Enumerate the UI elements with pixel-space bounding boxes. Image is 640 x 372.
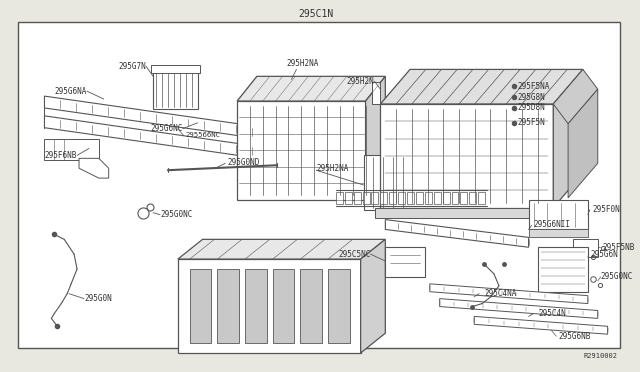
Polygon shape [554,70,598,124]
Bar [363,192,369,204]
Text: 295G0N: 295G0N [84,294,112,303]
Bar [328,269,349,343]
Bar [245,269,267,343]
Text: 295C4N: 295C4N [538,309,566,318]
Bar [443,192,449,204]
Text: 295G0NC: 295G0NC [601,272,633,281]
Bar [434,192,441,204]
Text: 295F6NB: 295F6NB [45,151,77,160]
Polygon shape [440,299,598,318]
Text: 295F5NB: 295F5NB [603,243,635,252]
Bar [398,192,405,204]
Bar [151,65,200,73]
Polygon shape [365,76,385,200]
Bar [372,82,380,104]
Bar [153,71,198,109]
Text: 295G6NII: 295G6NII [534,220,570,229]
Bar [44,139,99,160]
Bar [529,200,588,230]
Polygon shape [44,96,252,138]
Bar [371,192,378,204]
Bar [385,247,425,277]
Text: R2910002: R2910002 [584,353,618,359]
Text: 295G6N: 295G6N [591,250,619,259]
Text: 295F5NA: 295F5NA [518,82,550,91]
Bar [389,192,396,204]
Bar [336,192,343,204]
Text: 295D8N: 295D8N [518,103,545,112]
Polygon shape [380,104,554,208]
Polygon shape [237,76,385,101]
Bar [478,192,485,204]
Bar [273,269,294,343]
Polygon shape [178,239,385,259]
Text: 295C1N: 295C1N [298,9,334,19]
Bar [451,192,458,204]
Text: 295G6NB: 295G6NB [558,332,591,341]
Polygon shape [380,70,583,104]
Text: 295G7N: 295G7N [118,62,146,71]
Polygon shape [474,317,607,334]
Text: 295H2NA: 295H2NA [316,164,349,173]
Bar [538,247,588,292]
Bar [364,155,403,210]
Bar [573,239,598,257]
Polygon shape [568,89,598,198]
Text: 295G6NC: 295G6NC [150,124,183,133]
Bar [529,230,588,237]
Text: 295G0ND: 295G0ND [227,158,260,167]
Text: 295F0N: 295F0N [593,205,621,214]
Bar [218,269,239,343]
Bar [407,192,414,204]
Bar [18,22,620,348]
Polygon shape [430,284,588,304]
Bar [380,192,387,204]
Polygon shape [237,101,365,200]
Text: 295C4NA: 295C4NA [484,289,516,298]
Polygon shape [385,219,529,247]
Polygon shape [360,239,385,353]
Bar [425,192,432,204]
Polygon shape [79,158,109,178]
Polygon shape [44,116,252,157]
Polygon shape [554,70,583,208]
Polygon shape [178,259,360,353]
Bar [460,192,467,204]
Bar [189,269,211,343]
Bar [469,192,476,204]
Text: 295566NC: 295566NC [186,132,221,138]
Text: 295F5N: 295F5N [518,118,545,127]
Bar [416,192,423,204]
Polygon shape [376,208,558,218]
Text: 295G8N: 295G8N [518,93,545,102]
Text: 295G6NA: 295G6NA [54,87,87,96]
Text: 295H2N: 295H2N [347,77,374,86]
Text: 295C5NC: 295C5NC [338,250,371,259]
Text: 295H2NA: 295H2NA [287,59,319,68]
Text: 295G0NC: 295G0NC [160,210,193,219]
Bar [300,269,322,343]
Bar [354,192,360,204]
Bar [345,192,352,204]
